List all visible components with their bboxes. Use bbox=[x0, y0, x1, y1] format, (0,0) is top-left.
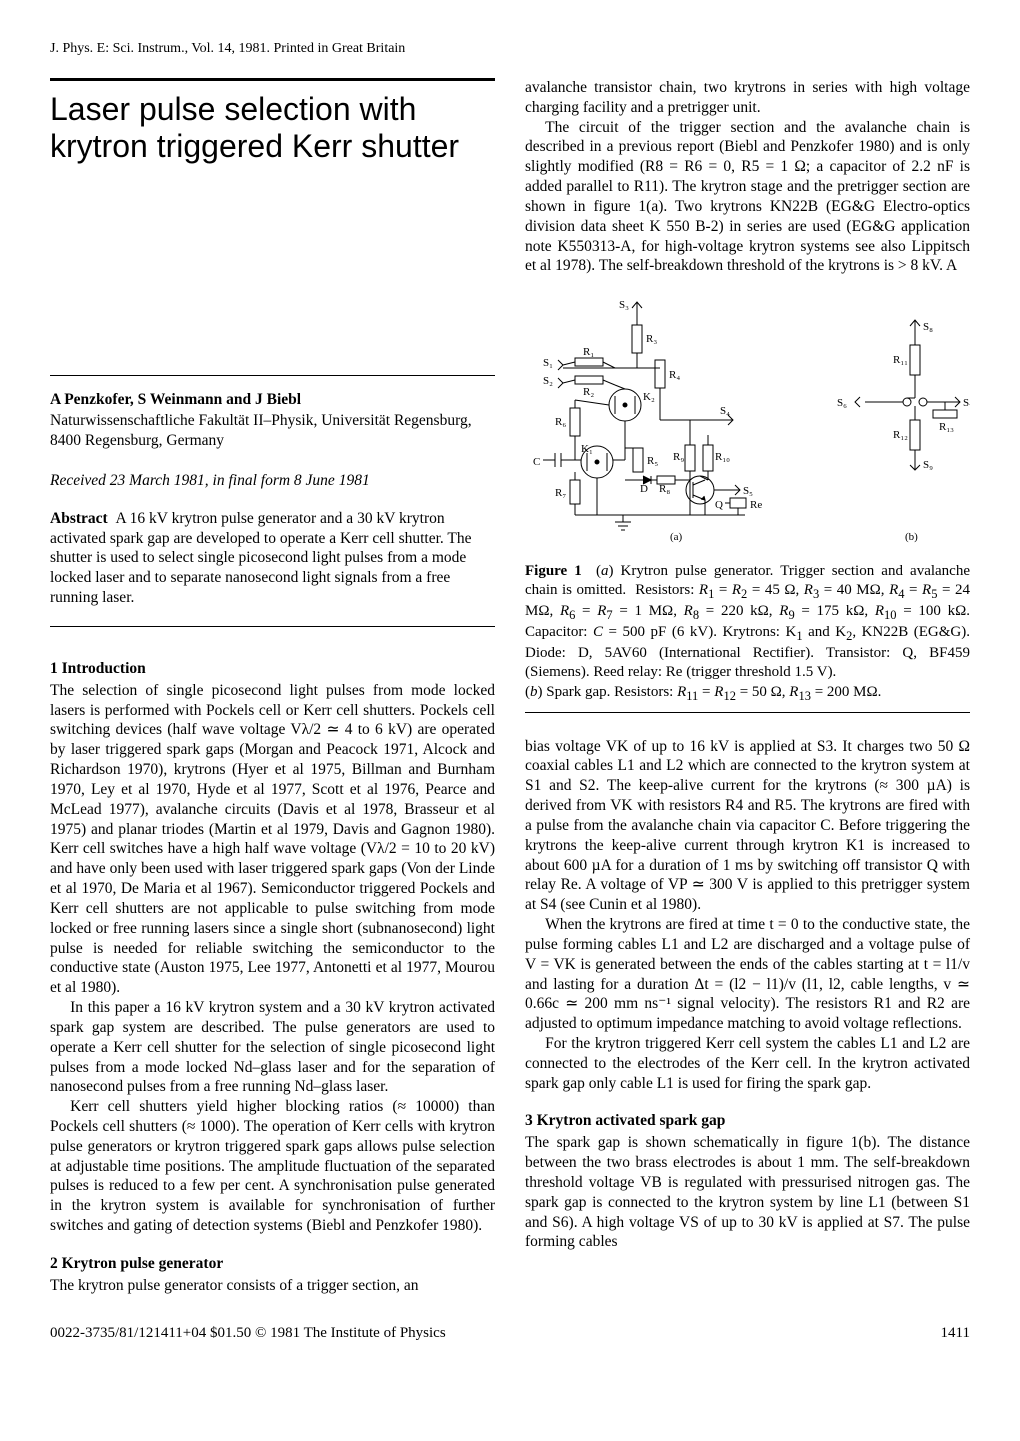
body-text: In this paper a 16 kV krytron system and… bbox=[50, 998, 495, 1097]
svg-text:R₉: R₉ bbox=[673, 451, 684, 463]
page-footer: 0022-3735/81/121411+04 $01.50 © 1981 The… bbox=[50, 1324, 970, 1343]
journal-header: J. Phys. E: Sci. Instrum., Vol. 14, 1981… bbox=[50, 40, 970, 58]
svg-text:K₁: K₁ bbox=[581, 443, 593, 455]
body-text: bias voltage VK of up to 16 kV is applie… bbox=[525, 737, 970, 915]
svg-text:R₁₁: R₁₁ bbox=[893, 354, 908, 366]
abstract-label: Abstract bbox=[50, 510, 108, 527]
body-text: The krytron pulse generator consists of … bbox=[50, 1276, 495, 1296]
section-1-head: 1 Introduction bbox=[50, 659, 495, 679]
affiliation: Naturwissenschaftliche Fakultät II–Physi… bbox=[50, 411, 495, 451]
svg-text:R₃: R₃ bbox=[646, 333, 657, 345]
svg-text:C: C bbox=[533, 456, 540, 468]
svg-text:Re: Re bbox=[750, 499, 762, 511]
rule bbox=[50, 375, 495, 376]
svg-text:K₂: K₂ bbox=[643, 391, 655, 403]
footer-copyright: 0022-3735/81/121411+04 $01.50 © 1981 The… bbox=[50, 1324, 446, 1343]
article-title: Laser pulse selection with krytron trigg… bbox=[50, 91, 495, 165]
caption-text: Spark gap. Resistors: R11 = R12 = 50 Ω, … bbox=[546, 684, 881, 700]
abstract-text: A 16 kV krytron pulse generator and a 30… bbox=[50, 510, 471, 606]
svg-text:D: D bbox=[640, 483, 648, 495]
section-2-head: 2 Krytron pulse generator bbox=[50, 1254, 495, 1274]
title-rule bbox=[50, 78, 495, 81]
page-number: 1411 bbox=[941, 1324, 970, 1343]
two-column-layout: Laser pulse selection with krytron trigg… bbox=[50, 78, 970, 1296]
svg-text:R₅: R₅ bbox=[647, 455, 658, 467]
rule bbox=[50, 626, 495, 627]
body-text: The spark gap is shown schematically in … bbox=[525, 1133, 970, 1252]
figure-1-circuit: S₃ R₃ S₁ S₂ R₁ R₂ bbox=[525, 290, 970, 550]
svg-text:(a): (a) bbox=[670, 531, 683, 543]
figure-1-caption: Figure 1 (a) Krytron pulse generator. Tr… bbox=[525, 562, 970, 704]
svg-text:S₉: S₉ bbox=[923, 459, 933, 471]
svg-text:S₄: S₄ bbox=[720, 405, 730, 417]
body-text: Kerr cell shutters yield higher blocking… bbox=[50, 1097, 495, 1236]
svg-text:R₁₃: R₁₃ bbox=[939, 421, 954, 433]
caption-text: Krytron pulse generator. Trigger section… bbox=[525, 563, 970, 680]
svg-text:R₂: R₂ bbox=[583, 386, 594, 398]
body-text: The selection of single picosecond light… bbox=[50, 681, 495, 998]
svg-text:R₆: R₆ bbox=[555, 416, 566, 428]
rule bbox=[525, 712, 970, 713]
svg-text:R₁₂: R₁₂ bbox=[893, 429, 908, 441]
svg-text:S₁: S₁ bbox=[543, 357, 553, 369]
svg-text:S₃: S₃ bbox=[619, 299, 629, 311]
svg-text:R₈: R₈ bbox=[659, 483, 670, 495]
svg-text:S₆: S₆ bbox=[837, 397, 847, 409]
svg-text:R₁₀: R₁₀ bbox=[715, 451, 730, 463]
svg-text:R₁: R₁ bbox=[583, 346, 594, 358]
section-3-head: 3 Krytron activated spark gap bbox=[525, 1111, 970, 1131]
svg-text:(b): (b) bbox=[905, 531, 918, 543]
svg-text:S₈: S₈ bbox=[923, 321, 933, 333]
body-text: When the krytrons are fired at time t = … bbox=[525, 915, 970, 1034]
body-text: The circuit of the trigger section and t… bbox=[525, 118, 970, 277]
abstract: Abstract A 16 kV krytron pulse generator… bbox=[50, 509, 495, 608]
right-column: avalanche transistor chain, two krytrons… bbox=[525, 78, 970, 1296]
body-text: For the krytron triggered Kerr cell syst… bbox=[525, 1034, 970, 1093]
received-line: Received 23 March 1981, in final form 8 … bbox=[50, 471, 495, 491]
svg-text:R₇: R₇ bbox=[555, 487, 566, 499]
authors: A Penzkofer, S Weinmann and J Biebl bbox=[50, 390, 495, 410]
svg-text:S₅: S₅ bbox=[743, 485, 753, 497]
svg-text:S₂: S₂ bbox=[543, 375, 553, 387]
svg-text:S₇: S₇ bbox=[963, 397, 970, 409]
svg-text:Q: Q bbox=[715, 499, 723, 511]
left-column: Laser pulse selection with krytron trigg… bbox=[50, 78, 495, 1296]
body-text: avalanche transistor chain, two krytrons… bbox=[525, 78, 970, 118]
svg-text:R₄: R₄ bbox=[669, 369, 680, 381]
